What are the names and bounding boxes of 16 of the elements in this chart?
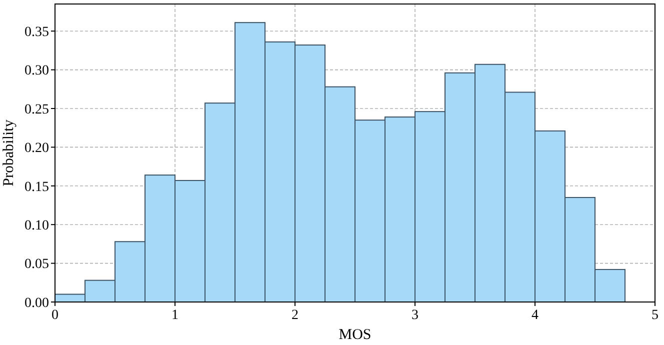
x-tick-label: 0 [52,308,58,323]
x-tick-label: 3 [412,308,418,323]
x-tick-label: 4 [532,308,538,323]
y-axis-title: Probability [1,119,17,186]
y-tick-label: 0.15 [24,180,49,195]
x-tick-label: 2 [292,308,298,323]
y-tick-label: 0.05 [24,257,49,272]
y-tick-label: 0.35 [24,24,49,40]
y-tick-label: 0.10 [24,218,49,234]
y-tick-label: 0.30 [24,64,49,79]
y-tick-label: 0.25 [24,102,49,118]
y-tick-label: 0.20 [24,141,49,156]
y-tick-label: 0.00 [24,296,49,311]
x-axis-title: MOS [338,327,372,343]
x-tick-label: 1 [172,308,178,323]
x-tick-label: 5 [652,308,658,323]
